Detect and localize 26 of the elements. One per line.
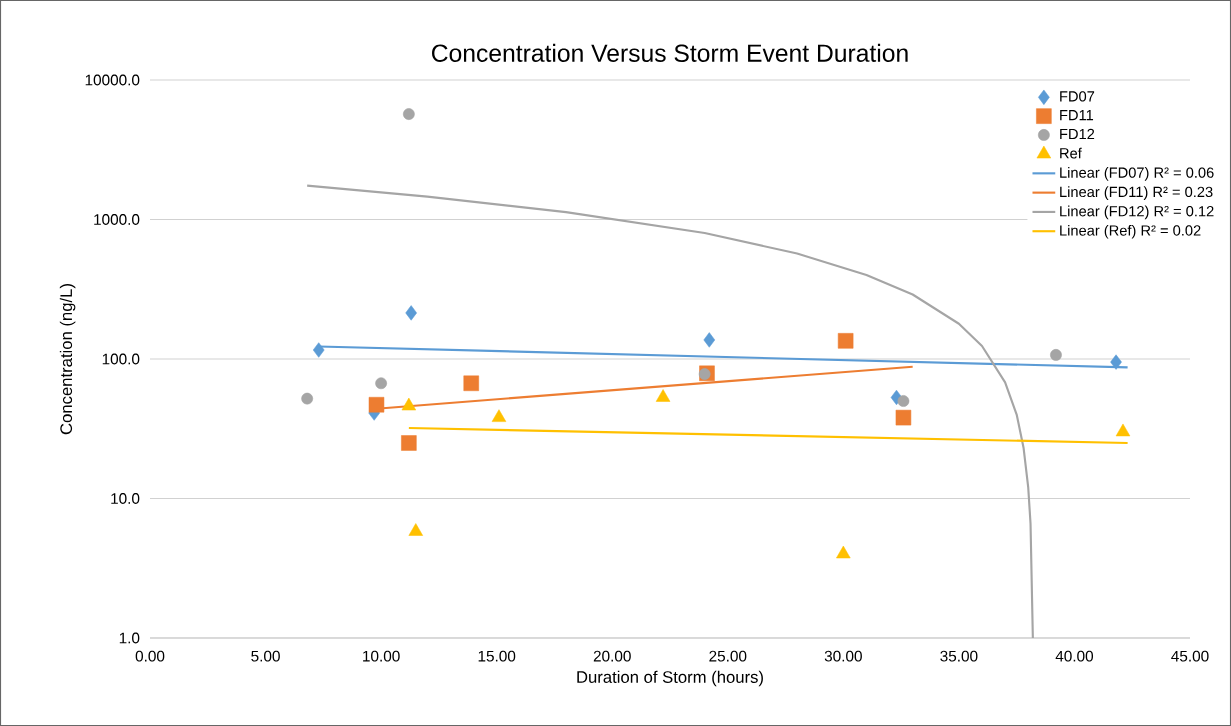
x-axis-title: Duration of Storm (hours): [577, 670, 763, 687]
x-tick-label: 30.00: [824, 650, 862, 662]
legend-label: FD11: [1060, 110, 1094, 121]
x-tick-label: 10.00: [363, 650, 400, 662]
legend-label: Linear (FD07) R² = 0.06: [1060, 167, 1214, 181]
legend-label: Linear (FD11) R² = 0.23: [1060, 186, 1213, 200]
y-tick-label: 100.0: [102, 353, 140, 365]
x-tick-label: 25.00: [709, 650, 747, 662]
x-tick-label: 35.00: [940, 650, 978, 662]
legend-label: FD12: [1060, 128, 1095, 140]
y-tick-label: 10.0: [111, 493, 140, 504]
x-tick-label: 45.00: [1171, 650, 1209, 662]
y-tick-label: 10000.0: [85, 74, 140, 86]
x-tick-label: 5.00: [251, 650, 280, 662]
legend-label: Linear (FD12) R² = 0.12: [1060, 205, 1214, 220]
x-tick-label: 20.00: [593, 650, 631, 662]
y-tick-label: 1000.0: [94, 214, 140, 225]
legend-label: Linear (Ref) R² = 0.02: [1060, 224, 1201, 239]
y-axis-title: Concentration (ng/L): [59, 284, 76, 435]
chart-title: Concentration Versus Storm Event Duration: [432, 43, 908, 62]
x-tick-label: 15.00: [478, 650, 516, 662]
legend-label: FD07: [1060, 91, 1095, 102]
y-tick-label: 1.0: [119, 632, 140, 644]
x-tick-label: 0.00: [135, 650, 165, 662]
x-tick-label: 40.00: [1055, 650, 1094, 662]
legend-label: Ref: [1060, 147, 1082, 159]
